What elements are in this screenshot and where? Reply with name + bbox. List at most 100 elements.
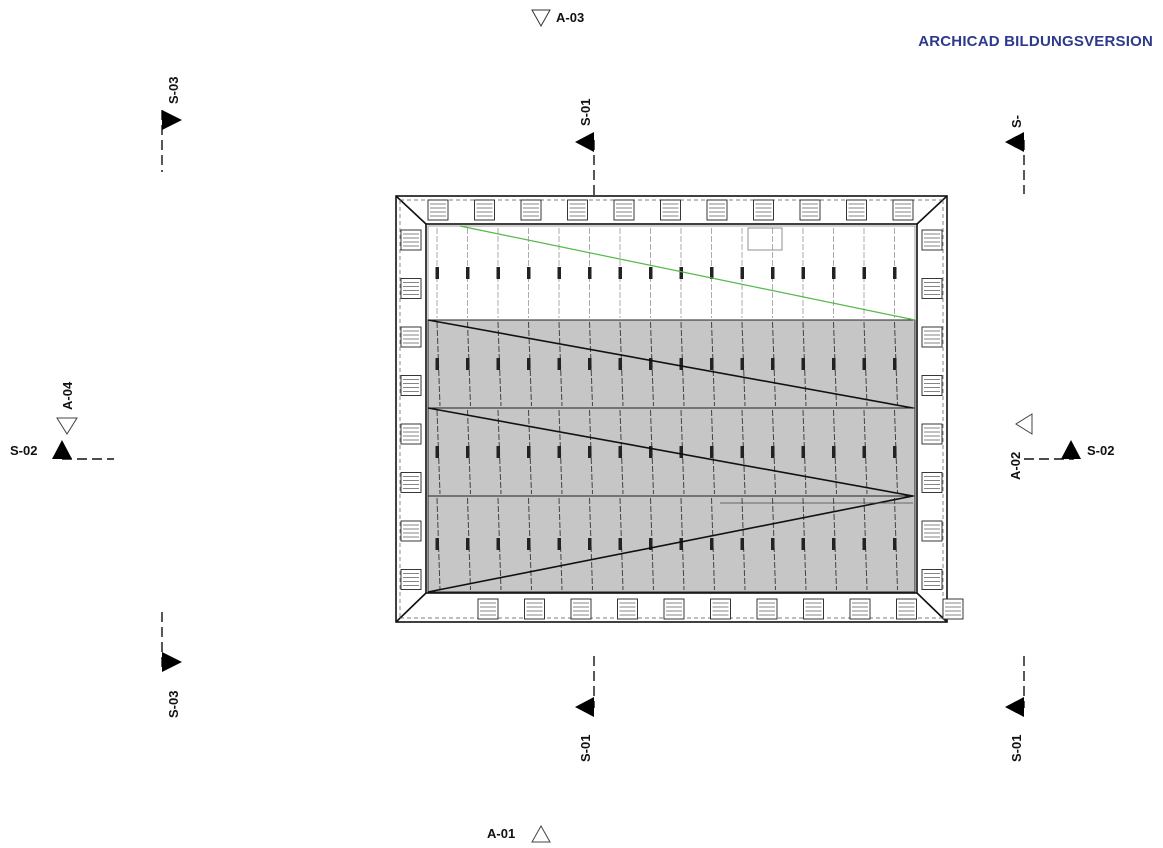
marker-label: S-02 <box>1087 443 1114 458</box>
post-marker <box>862 267 866 279</box>
post-marker <box>771 267 775 279</box>
building-outline <box>395 195 948 623</box>
elevation-triangle-icon <box>56 417 78 435</box>
post-marker <box>527 538 531 550</box>
section-arrow-icon <box>162 110 182 130</box>
marker-label: S-01 <box>1009 735 1024 762</box>
section-arrow-icon <box>52 440 72 459</box>
marker-label: S-03 <box>166 691 181 718</box>
post-marker <box>618 446 622 458</box>
marker-label: S-03 <box>166 77 181 104</box>
window <box>400 569 422 590</box>
bracing-1 <box>427 319 914 409</box>
post-marker <box>801 538 805 550</box>
window <box>400 520 422 542</box>
post-marker <box>893 538 897 550</box>
post-marker <box>710 538 714 550</box>
beam-line <box>558 497 563 591</box>
section-arrow-icon <box>1005 132 1024 152</box>
marker-label: S- <box>1009 115 1024 128</box>
window-openings <box>400 199 964 620</box>
section-marker-s03-top: S-03 <box>161 77 182 172</box>
post-marker <box>893 267 897 279</box>
post-marker <box>893 446 897 458</box>
post-marker <box>893 358 897 370</box>
post-marker <box>527 267 531 279</box>
window <box>846 199 867 221</box>
window <box>400 472 422 493</box>
post-marker <box>649 538 653 550</box>
elevation-marker-a03: A-03 <box>531 9 584 28</box>
beam-line <box>894 497 898 591</box>
window <box>756 598 778 620</box>
beam-line <box>650 497 654 591</box>
post-marker <box>618 358 622 370</box>
floor-area-top <box>427 225 916 321</box>
window <box>896 598 917 620</box>
section-marker-s01-bottom-right: S-01 <box>1005 656 1025 762</box>
post-marker <box>527 446 531 458</box>
window <box>803 598 824 620</box>
elevation-triangle-icon <box>1015 413 1033 435</box>
section-arrow-icon <box>1061 440 1081 459</box>
window <box>617 598 638 620</box>
post-marker <box>527 358 531 370</box>
post-marker <box>435 358 439 370</box>
post-marker <box>679 358 683 370</box>
window <box>474 199 495 221</box>
bracing-3 <box>427 495 914 593</box>
elevation-marker-a04: A-04 <box>56 381 78 435</box>
beam-line <box>711 497 715 591</box>
elevation-triangle-icon <box>531 9 551 28</box>
window <box>799 199 821 221</box>
section-marker-s01-bottom: S-01 <box>575 656 595 762</box>
window <box>892 199 914 221</box>
corner-sw <box>395 592 427 623</box>
window <box>921 229 943 251</box>
section-marker-s02-left: S-02 <box>10 440 114 460</box>
window <box>570 598 592 620</box>
post-marker <box>862 538 866 550</box>
window <box>921 326 943 348</box>
post-marker <box>649 358 653 370</box>
section-arrow-icon <box>162 652 182 672</box>
floor-areas <box>427 225 916 593</box>
beam-line <box>528 497 532 591</box>
post-marker <box>649 446 653 458</box>
marker-label: A-01 <box>487 826 515 841</box>
beam-line <box>833 497 837 591</box>
window <box>942 598 964 620</box>
post-marker <box>740 538 744 550</box>
beam-line <box>863 497 868 591</box>
post-marker <box>435 267 439 279</box>
post-marker <box>801 267 805 279</box>
post-marker <box>801 358 805 370</box>
post-marker <box>649 267 653 279</box>
marker-label: S-01 <box>578 99 593 126</box>
post-marker <box>679 446 683 458</box>
post-marker <box>832 446 836 458</box>
window <box>710 598 731 620</box>
corner-ne <box>916 195 948 225</box>
window <box>921 375 943 396</box>
post-marker <box>557 358 561 370</box>
post-marker <box>710 358 714 370</box>
bracing-2 <box>427 407 914 497</box>
beam-line <box>741 497 746 591</box>
window <box>753 199 774 221</box>
watermark: ARCHICAD BILDUNGSVERSION <box>918 33 1153 50</box>
outer-wall <box>395 195 948 623</box>
section-arrow-icon <box>575 697 594 717</box>
post-marker <box>771 538 775 550</box>
post-marker <box>710 267 714 279</box>
inner-wall <box>425 223 918 594</box>
post-marker <box>466 446 470 458</box>
window <box>706 199 728 221</box>
post-marker <box>862 358 866 370</box>
beam-line <box>467 497 471 591</box>
section-arrow-icon <box>575 132 594 152</box>
post-marker <box>588 267 592 279</box>
post-marker <box>832 358 836 370</box>
post-marker <box>710 446 714 458</box>
post-marker <box>679 538 683 550</box>
